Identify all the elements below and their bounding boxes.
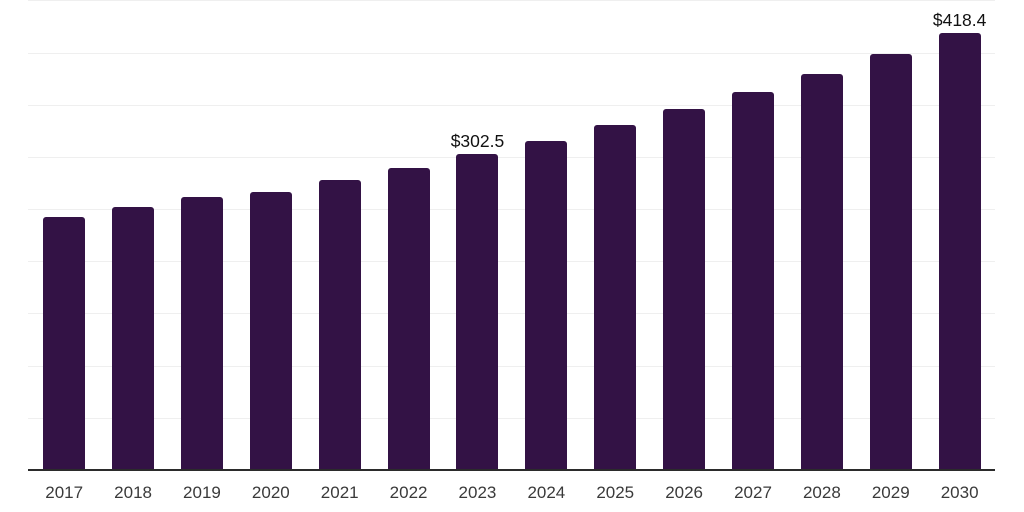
bar-2018 (112, 207, 155, 470)
x-axis-line (28, 469, 995, 471)
bar-2017 (43, 216, 86, 470)
bar-2026 (663, 109, 706, 470)
x-tick-label-2021: 2021 (320, 483, 359, 502)
x-tick-label-2018: 2018 (114, 483, 152, 502)
gridline-450 (28, 0, 995, 2)
gridline-250 (28, 209, 995, 211)
x-tick-label-2026: 2026 (665, 483, 704, 502)
data-label-2023: $302.5 (450, 131, 505, 152)
x-tick-label-2024: 2024 (527, 483, 566, 502)
x-tick-label-2028: 2028 (802, 483, 841, 502)
bar-2019 (180, 197, 223, 470)
bar-2028 (800, 74, 843, 470)
gridline-200 (28, 261, 995, 263)
bar-2022 (387, 168, 430, 470)
bar-2023 (456, 154, 499, 470)
plot-area (28, 0, 995, 470)
bar-2025 (594, 125, 637, 470)
gridline-350 (28, 104, 995, 106)
gridline-50 (28, 417, 995, 419)
x-tick-label-2022: 2022 (389, 483, 428, 502)
data-label-2030: $418.4 (932, 10, 987, 31)
x-tick-label-2019: 2019 (183, 483, 221, 502)
gridline-300 (28, 156, 995, 158)
bar-2027 (732, 92, 774, 470)
bar-2030 (938, 33, 981, 470)
x-tick-label-2029: 2029 (871, 483, 910, 502)
x-tick-label-2017: 2017 (45, 483, 84, 502)
x-tick-label-2027: 2027 (734, 483, 772, 502)
x-tick-label-2025: 2025 (596, 483, 635, 502)
gridline-100 (28, 365, 995, 367)
bar-2029 (869, 54, 912, 470)
gridline-400 (28, 52, 995, 54)
x-tick-label-2023: 2023 (458, 483, 497, 502)
bar-2021 (318, 179, 361, 470)
x-tick-label-2030: 2030 (940, 483, 979, 502)
x-tick-label-2020: 2020 (251, 483, 290, 502)
bar-2020 (249, 191, 292, 470)
gridline-150 (28, 313, 995, 315)
bar-2024 (525, 141, 568, 470)
